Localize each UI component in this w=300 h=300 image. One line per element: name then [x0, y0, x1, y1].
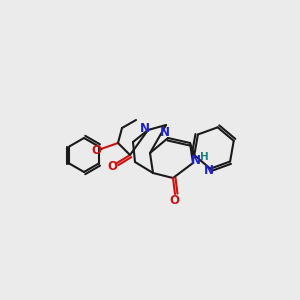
Text: N: N	[191, 154, 201, 166]
Text: O: O	[107, 160, 117, 173]
Text: H: H	[200, 152, 208, 162]
Text: N: N	[140, 122, 150, 134]
Text: N: N	[204, 164, 214, 176]
Text: O: O	[91, 145, 101, 158]
Text: O: O	[169, 194, 179, 206]
Text: N: N	[160, 125, 170, 139]
